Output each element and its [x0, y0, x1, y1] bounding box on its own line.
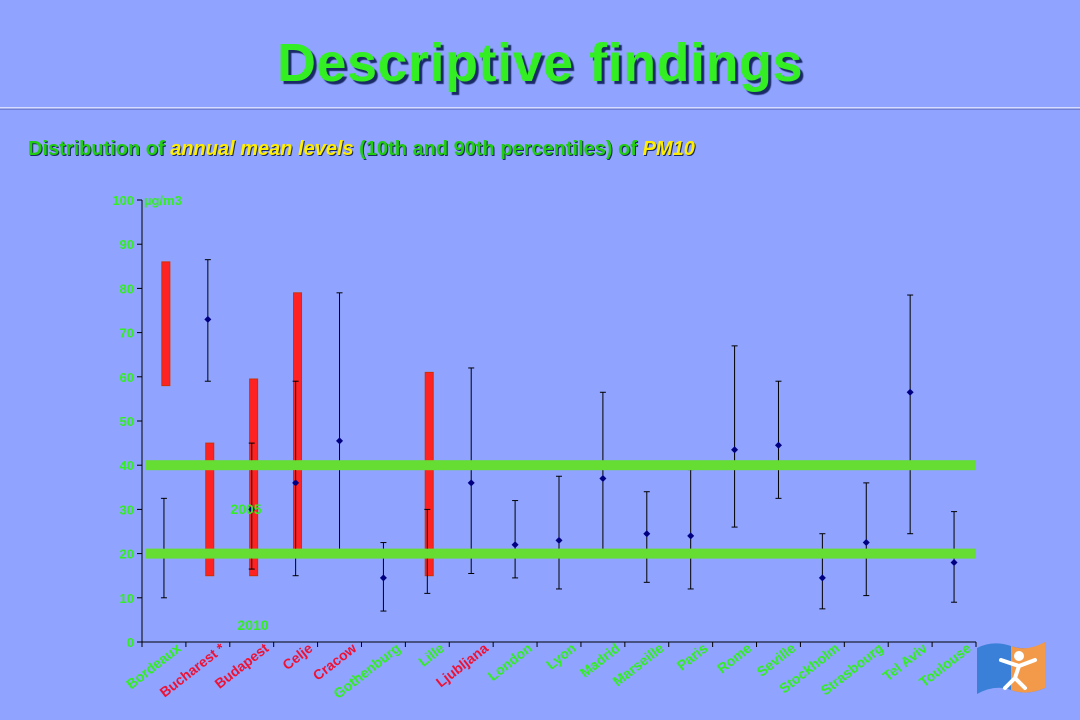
- mean-marker: [818, 574, 826, 582]
- mean-marker: [906, 388, 914, 396]
- chart-subtitle: Distribution of annual mean levels (10th…: [28, 138, 695, 161]
- mean-marker: [950, 558, 958, 566]
- red-bar: [205, 442, 215, 577]
- mean-marker: [731, 446, 739, 454]
- reference-label-2005: 2005: [230, 501, 261, 517]
- y-tick-label: 70: [120, 326, 134, 341]
- y-tick-label: 30: [120, 502, 134, 517]
- red-bar: [249, 378, 259, 577]
- reference-line: [145, 548, 976, 559]
- y-tick-label: 0: [127, 635, 134, 650]
- y-tick-label: 10: [120, 591, 134, 606]
- mean-marker: [379, 574, 387, 582]
- x-tick-label: Celje: [279, 640, 315, 673]
- mean-marker: [862, 539, 870, 547]
- mean-marker: [204, 315, 212, 323]
- y-tick-label: 100: [112, 193, 134, 208]
- y-tick-label: 90: [120, 237, 134, 252]
- mean-marker: [599, 474, 607, 482]
- mean-marker: [511, 541, 519, 549]
- subtitle-part-3: (10th and 90th percentiles) of: [353, 138, 643, 160]
- x-tick-label: Rome: [714, 640, 755, 677]
- y-tick-label: 60: [120, 370, 134, 385]
- reference-label-2010: 2010: [237, 617, 268, 633]
- logo-icon: [977, 642, 1045, 694]
- y-tick-label: 80: [120, 281, 134, 296]
- y-tick-label: 50: [120, 414, 134, 429]
- subtitle-part-1: Distribution of: [28, 138, 171, 160]
- x-tick-label: Paris: [674, 640, 711, 674]
- mean-marker: [292, 479, 300, 487]
- y-tick-label: 40: [120, 458, 134, 473]
- red-bar: [161, 261, 171, 387]
- y-tick-label: 20: [120, 547, 134, 562]
- red-bar: [424, 371, 434, 577]
- mean-marker: [248, 505, 256, 513]
- title-divider: [0, 107, 1080, 110]
- x-tick-label: London: [485, 640, 535, 684]
- mean-marker: [774, 441, 782, 449]
- mean-marker: [467, 479, 475, 487]
- mean-marker: [643, 530, 651, 538]
- mean-marker: [555, 536, 563, 544]
- mean-marker: [687, 532, 695, 540]
- x-tick-label: Lille: [415, 640, 447, 670]
- x-tick-label: Lyon: [543, 640, 579, 673]
- reference-line: [145, 460, 976, 471]
- subtitle-part-2: annual mean levels: [170, 138, 354, 160]
- y-unit-label: µg/m3: [144, 193, 182, 208]
- mean-marker: [336, 437, 344, 445]
- subtitle-part-4: PM10: [642, 138, 695, 160]
- red-bar: [293, 292, 303, 555]
- page-title: Descriptive findings: [276, 33, 804, 93]
